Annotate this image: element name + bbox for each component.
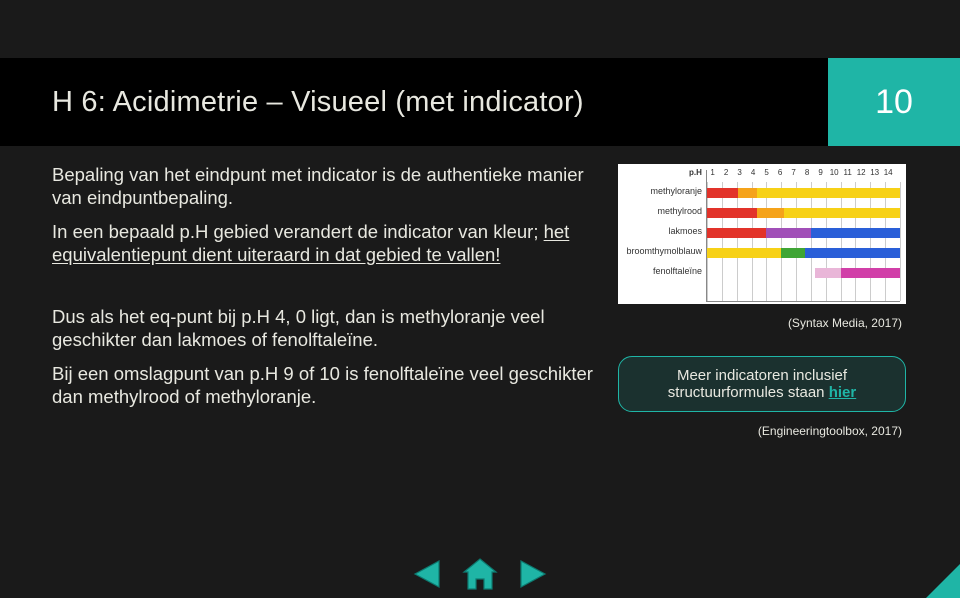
page-title: H 6: Acidimetrie – Visueel (met indicato…	[52, 86, 584, 119]
nav-next-button[interactable]	[513, 556, 551, 592]
nav-home-button[interactable]	[461, 556, 499, 592]
paragraph-1: Bepaling van het eindpunt met indicator …	[52, 164, 598, 209]
indicator-chart: methyloranjemethylroodlakmoesbroomthymol…	[618, 164, 906, 304]
info-box: Meer indicatoren inclusief structuurform…	[618, 356, 906, 412]
paragraph-2: In een bepaald p.H gebied verandert de i…	[52, 221, 598, 266]
nav-prev-button[interactable]	[409, 556, 447, 592]
body-text: Bepaling van het eindpunt met indicator …	[52, 164, 598, 438]
nav-controls	[409, 556, 551, 592]
chart-citation: (Syntax Media, 2017)	[788, 316, 902, 330]
corner-fold	[926, 564, 960, 598]
secondary-citation: (Engineeringtoolbox, 2017)	[758, 424, 902, 438]
paragraph-3: Dus als het eq-punt bij p.H 4, 0 ligt, d…	[52, 306, 598, 351]
paragraph-4: Bij een omslagpunt van p.H 9 of 10 is fe…	[52, 363, 598, 408]
info-link[interactable]: hier	[829, 384, 857, 401]
slide-number: 10	[828, 58, 960, 146]
